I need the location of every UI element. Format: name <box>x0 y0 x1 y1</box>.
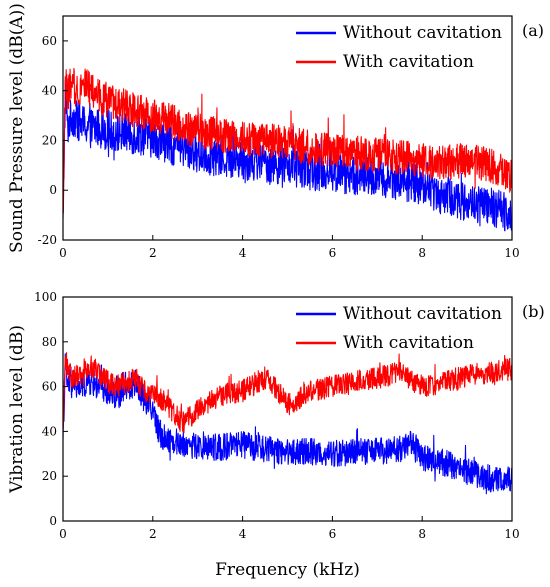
panel-a-x-tick-label: 6 <box>329 246 337 260</box>
panel-b-legend-label-with: With cavitation <box>343 333 474 353</box>
panel-b-y-tick-label: 100 <box>34 290 57 304</box>
panel-b-y-ticks: 0 20 40 60 80 100 <box>34 290 68 528</box>
panel-b-y-tick-label: 60 <box>42 380 57 394</box>
panel-b-x-tick-label: 2 <box>149 527 157 541</box>
panel-b-y-axis-label: Vibration level (dB) <box>7 325 27 494</box>
panel-a-y-tick-label: 20 <box>42 133 57 147</box>
panel-a-x-tick-label: 4 <box>239 246 247 260</box>
panel-a-x-tick-label: 2 <box>149 246 157 260</box>
panel-a-series-group <box>63 67 512 232</box>
panel-b-x-tick-label: 6 <box>329 527 337 541</box>
panel-a-x-ticks: 0 2 4 6 8 10 <box>59 235 520 260</box>
panel-b-legend-label-without: Without cavitation <box>343 304 502 324</box>
panel-b-x-tick-label: 8 <box>418 527 426 541</box>
x-axis-label: Frequency (kHz) <box>215 560 360 580</box>
panel-b-y-tick-label: 0 <box>49 514 57 528</box>
panel-a-x-tick-label: 8 <box>418 246 426 260</box>
panel-a-label: (a) <box>522 21 544 40</box>
panel-a-x-tick-label: 0 <box>59 246 67 260</box>
panel-b-x-tick-label: 4 <box>239 527 247 541</box>
panel-b-y-tick-label: 20 <box>42 469 57 483</box>
panel-a-y-tick-label: 60 <box>42 34 57 48</box>
panel-a-y-axis-label: Sound Pressure level (dB(A)) <box>7 3 27 253</box>
panel-b: 0 20 40 60 80 100 0 2 4 6 8 10 Vibration level (dB… <box>7 290 545 580</box>
panel-b-x-tick-label: 0 <box>59 527 67 541</box>
panel-b-x-ticks: 0 2 4 6 8 10 <box>59 516 520 541</box>
panel-b-legend: Without cavitation With cavitation <box>296 304 502 353</box>
panel-a-series-with-cavitation <box>63 67 512 214</box>
panel-a-legend-label-without: Without cavitation <box>343 23 502 43</box>
panel-b-label: (b) <box>522 302 545 321</box>
panel-a-plot-frame <box>62 15 513 241</box>
panel-a-y-tick-label: 40 <box>42 84 57 98</box>
panel-a-x-tick-label: 10 <box>504 246 519 260</box>
panel-b-x-tick-label: 10 <box>504 527 519 541</box>
panel-b-plot-frame <box>62 296 513 522</box>
panel-b-series-group <box>63 352 512 495</box>
panel-a-y-tick-label: 0 <box>49 183 57 197</box>
panel-a-y-tick-label: -20 <box>38 233 57 247</box>
panel-a-y-ticks: -20 0 20 40 60 <box>38 34 68 247</box>
panel-b-y-tick-label: 40 <box>42 424 57 438</box>
panel-b-series-with-cavitation <box>63 352 512 434</box>
panel-a-legend: Without cavitation With cavitation <box>296 23 502 72</box>
panel-a-series-without-cavitation <box>63 79 512 232</box>
panel-b-series-without-cavitation <box>63 353 512 495</box>
panel-a-legend-label-with: With cavitation <box>343 52 474 72</box>
panel-b-y-tick-label: 80 <box>42 335 57 349</box>
